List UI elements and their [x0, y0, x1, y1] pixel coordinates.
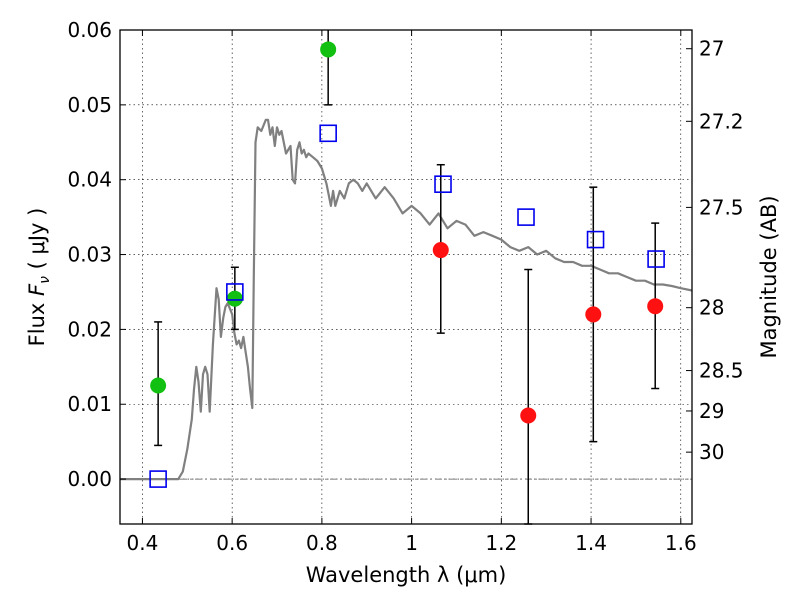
x-tick-label: 1.4: [575, 531, 607, 555]
nondetection-marker: [520, 407, 537, 424]
model-photometry-marker: [647, 250, 665, 268]
x-axis-title: Wavelength λ (μm): [306, 563, 507, 587]
tick-layer: 0.4 0.6 0.8 1 1.2 1.4 1.6 0.00 0.01 0.02 0.03 0.04 0…: [67, 18, 743, 555]
plot-frame: [119, 29, 693, 525]
nondetection-marker: [432, 242, 449, 259]
y-tick-label: 0.06: [67, 18, 112, 42]
y2-tick-label: 30: [699, 440, 724, 464]
model-sed-curve: [120, 118, 693, 481]
y2-tick-label: 29: [699, 399, 724, 423]
y-axis-title: Flux Fν ( μJy ): [25, 208, 53, 347]
marker-layer: [149, 41, 665, 488]
y-tick-label: 0.05: [67, 93, 112, 117]
y-tick-label: 0.03: [67, 243, 112, 267]
nondetection-marker: [647, 298, 664, 315]
x-tick-label: 1.2: [485, 531, 517, 555]
x-tick-label: 0.6: [216, 531, 248, 555]
y2-axis-title: Magnitude (AB): [757, 195, 781, 358]
y-tick-label: 0.00: [67, 467, 112, 491]
y2-tick-label: 28.5: [699, 359, 744, 383]
model-photometry-marker: [434, 175, 452, 193]
model-photometry-marker: [149, 470, 167, 488]
model-photometry-marker: [586, 230, 605, 249]
nondetection-marker: [585, 306, 602, 323]
detection-marker: [320, 41, 337, 58]
y2-tick-label: 28: [699, 296, 724, 320]
model-photometry-marker: [226, 283, 244, 301]
y2-tick-label: 27.2: [699, 109, 744, 133]
y-tick-label: 0.02: [67, 317, 112, 341]
x-tick-label: 1.6: [665, 531, 697, 555]
x-tick-label: 1: [405, 531, 418, 555]
x-tick-label: 0.4: [127, 531, 159, 555]
model-sed-layer: [120, 118, 693, 481]
model-photometry-marker: [319, 124, 337, 143]
detection-marker: [226, 290, 243, 307]
detection-marker: [150, 377, 167, 394]
x-tick-label: 0.8: [306, 531, 338, 555]
y2-tick-label: 27: [699, 37, 724, 61]
model-photometry-marker: [517, 208, 535, 226]
y2-tick-label: 27.5: [699, 195, 744, 219]
y-tick-label: 0.04: [67, 168, 112, 192]
y-tick-label: 0.01: [67, 392, 112, 416]
